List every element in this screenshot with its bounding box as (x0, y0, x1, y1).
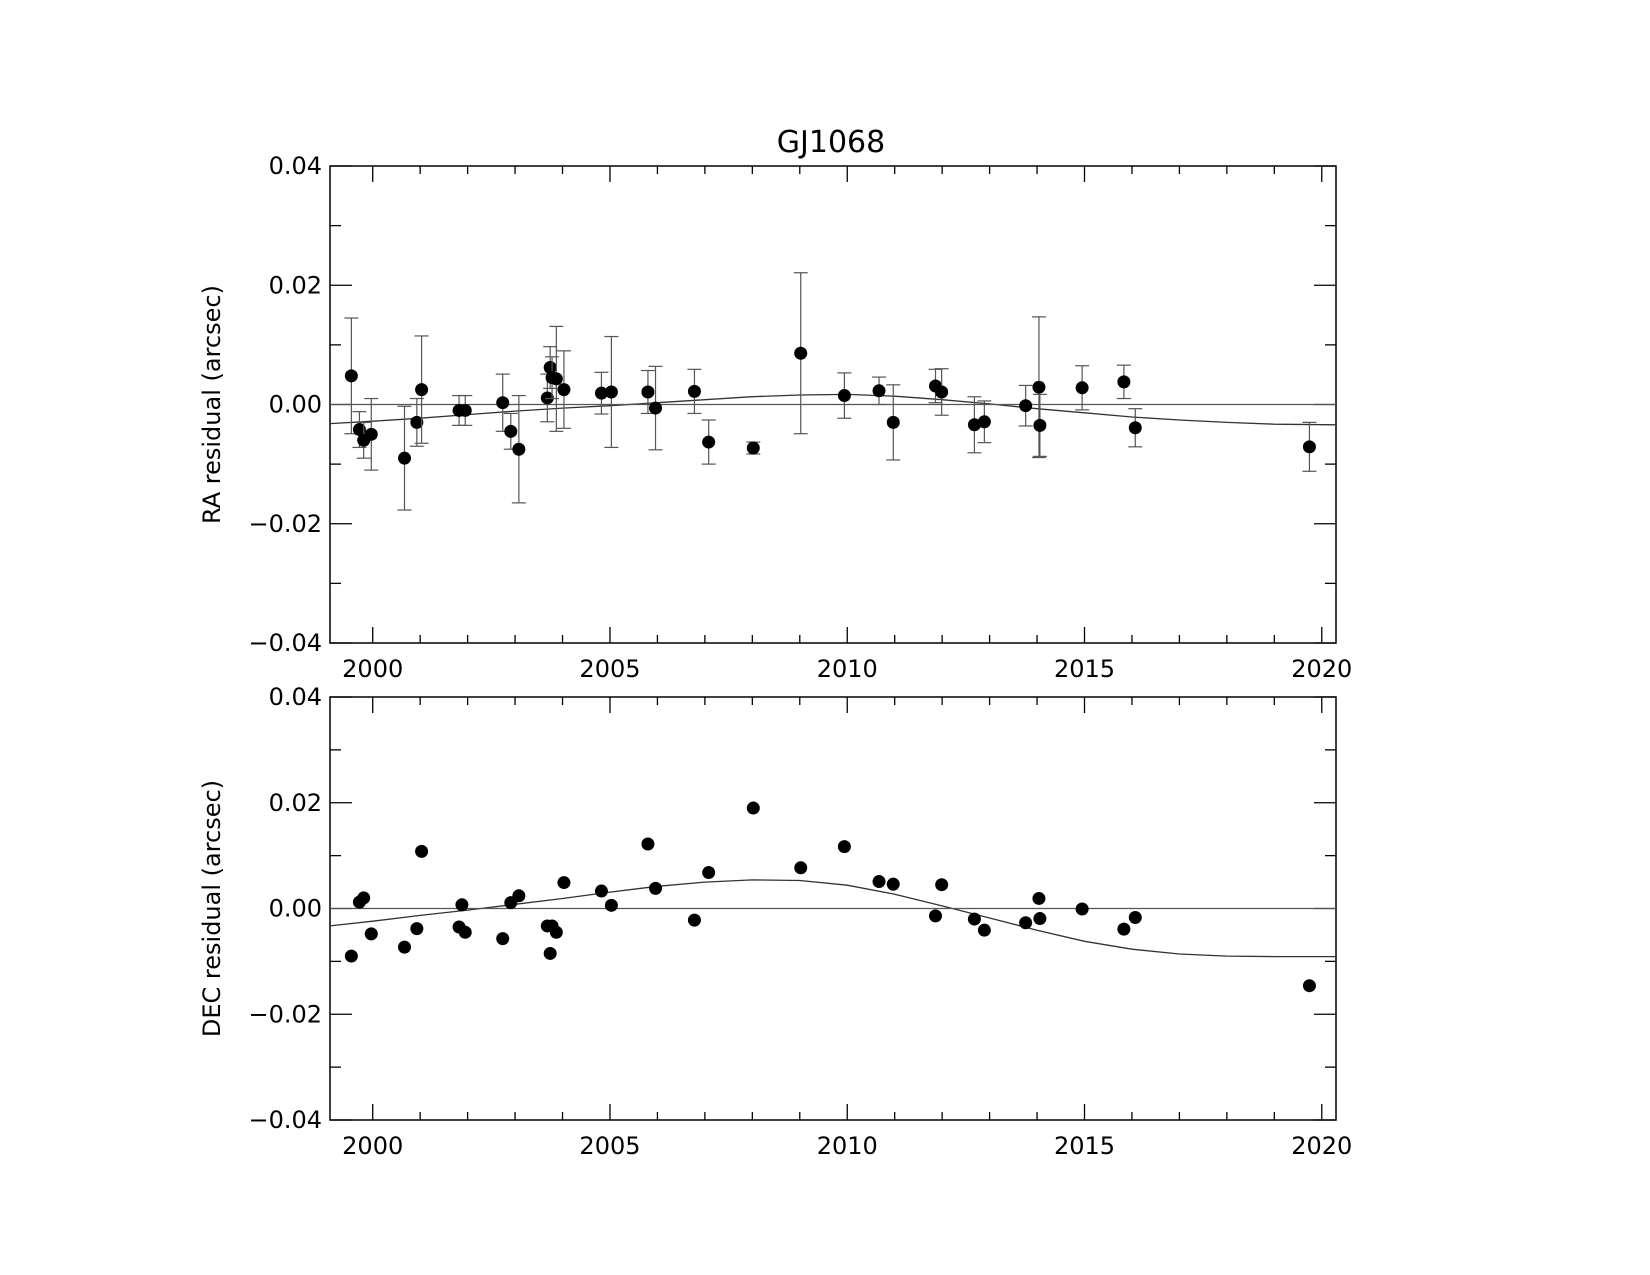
data-point (604, 898, 618, 912)
y-axis-label: DEC residual (arcsec) (198, 780, 226, 1037)
data-point (1019, 399, 1033, 413)
data-point (398, 940, 412, 954)
y-tick-label: 0.02 (269, 789, 322, 817)
data-point (641, 837, 655, 851)
data-point (886, 415, 900, 429)
data-point (928, 909, 942, 923)
data-point (702, 435, 716, 449)
ra-residual-panel: 2000 2005 2010 2015 2020 0.04 0.02 0.00 −0.02 −0.… (198, 152, 1352, 683)
data-point (935, 385, 949, 399)
data-point (977, 923, 991, 937)
data-point (1033, 912, 1047, 926)
data-point (746, 801, 760, 815)
data-point (641, 385, 655, 399)
data-point (837, 840, 851, 854)
data-point (496, 932, 510, 946)
x-tick-label: 2000 (342, 1132, 403, 1160)
y-tick-label: −0.02 (248, 510, 322, 538)
fit-curve (329, 393, 1337, 426)
data-point (649, 401, 663, 415)
data-point (455, 898, 469, 912)
data-point (512, 442, 526, 456)
data-point (1033, 418, 1047, 432)
data-point (1117, 375, 1131, 389)
y-tick-label: 0.04 (269, 683, 322, 711)
x-tick-label: 2005 (579, 655, 640, 683)
y-tick-label: 0.00 (269, 391, 322, 419)
data-point (357, 891, 371, 905)
data-point (398, 451, 412, 465)
data-point (794, 861, 808, 875)
data-point (557, 876, 571, 890)
data-point (543, 361, 557, 375)
data-point (549, 372, 563, 386)
data-point (1075, 902, 1089, 916)
data-point (977, 415, 991, 429)
data-point (543, 946, 557, 960)
data-point (702, 866, 716, 880)
y-tick-label: 0.02 (269, 271, 322, 299)
data-point (794, 346, 808, 360)
data-point (410, 415, 424, 429)
data-point (594, 386, 608, 400)
x-tick-label: 2000 (342, 655, 403, 683)
x-tick-label: 2020 (1291, 655, 1352, 683)
data-point (872, 384, 886, 398)
y-tick-label: 0.00 (269, 895, 322, 923)
data-point (458, 925, 472, 939)
data-point (687, 384, 701, 398)
data-point (1032, 891, 1046, 905)
data-point (594, 884, 608, 898)
data-point (415, 383, 429, 397)
x-tick-label: 2010 (817, 655, 878, 683)
data-point (415, 844, 429, 858)
data-point (352, 423, 366, 437)
x-tick-label: 2005 (579, 1132, 640, 1160)
data-point (604, 385, 618, 399)
data-point (1117, 922, 1131, 936)
x-tick-label: 2015 (1054, 655, 1115, 683)
data-point (1032, 380, 1046, 394)
chart-title: GJ1068 (777, 125, 885, 160)
x-tick-label: 2015 (1054, 1132, 1115, 1160)
data-point (364, 427, 378, 441)
y-tick-label: −0.02 (248, 1000, 322, 1028)
data-point (512, 889, 526, 903)
data-point (1302, 979, 1316, 993)
dec-residual-panel: 2000 2005 2010 2015 2020 0.04 0.02 0.00 −0.02 −0.… (198, 683, 1352, 1160)
data-point (1128, 421, 1142, 435)
data-point (1128, 910, 1142, 924)
data-point (557, 383, 571, 397)
data-point (886, 877, 900, 891)
data-point (837, 389, 851, 403)
data-point (458, 403, 472, 417)
y-axis-label: RA residual (arcsec) (198, 285, 226, 524)
data-point (967, 912, 981, 926)
data-point (1302, 440, 1316, 454)
data-point (872, 875, 886, 889)
data-point (1075, 381, 1089, 395)
data-point (746, 441, 760, 455)
y-tick-label: 0.04 (269, 152, 322, 180)
fit-curve (329, 879, 1336, 958)
data-point (496, 396, 510, 410)
data-point (687, 913, 701, 927)
data-point (410, 922, 424, 936)
data-point (549, 925, 563, 939)
data-point (649, 881, 663, 895)
x-tick-label: 2010 (817, 1132, 878, 1160)
y-tick-label: −0.04 (248, 1106, 322, 1134)
data-point (504, 424, 518, 438)
data-point (364, 927, 378, 941)
data-point (344, 369, 358, 383)
data-point (1019, 916, 1033, 930)
x-tick-label: 2020 (1291, 1132, 1352, 1160)
y-tick-label: −0.04 (248, 629, 322, 657)
data-point (344, 949, 358, 963)
data-point (935, 878, 949, 892)
data-point (967, 418, 981, 432)
